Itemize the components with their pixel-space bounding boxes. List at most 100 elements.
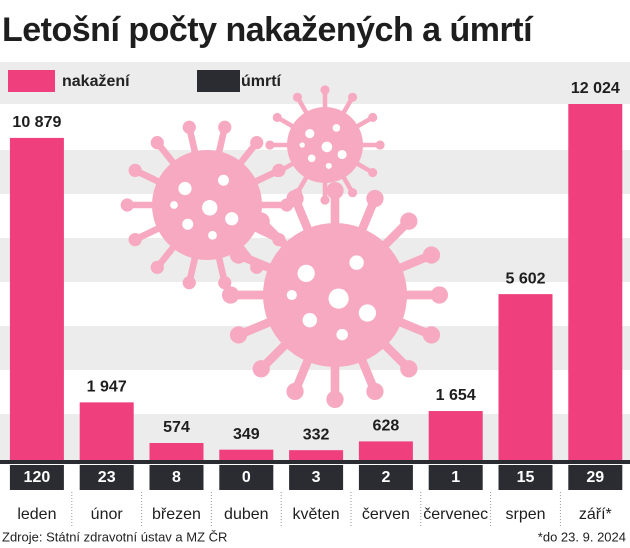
virus-spike-tip [368,112,378,123]
value-label: 628 [373,418,400,435]
death-box [289,465,344,490]
death-label: 3 [312,469,321,486]
virus-dot [299,142,305,148]
value-label: 10 879 [12,114,61,131]
virus-spike-tip [221,286,240,304]
value-label: 1 947 [87,379,127,396]
virus-spike-tip [286,382,304,401]
value-label: 574 [163,419,190,436]
virus-dot [178,181,192,196]
virus-spike-tip [229,246,248,264]
virus-spike-tip [120,198,134,212]
value-label: 12 024 [571,80,620,97]
virus-dot [208,230,217,240]
virus-spike-tip [366,382,384,401]
death-label: 120 [24,469,51,486]
value-label: 349 [233,426,260,443]
virus-spike-tip [422,246,441,264]
virus-dot [225,212,239,226]
death-box [149,465,204,490]
virus-dot [358,304,377,322]
virus-spike-tip [292,92,303,102]
note: *do 23. 9. 2024 [538,529,626,544]
value-label: 332 [303,426,330,443]
virus-spike-tip [229,326,248,344]
death-label: 29 [586,469,604,486]
death-box [219,465,274,490]
bar [358,441,413,460]
virus-spike-tip [326,390,344,409]
virus-spike-tip [218,276,232,290]
virus-spike-tip [128,163,142,177]
bar [219,449,274,460]
death-label: 23 [98,469,116,486]
virus-spike-tip [252,212,270,230]
virus-dot [297,264,315,283]
death-label: 8 [172,469,181,486]
virus-spike-tip [326,181,344,200]
virus-spike-tip [252,360,270,378]
baseline [0,460,630,464]
virus-dot [321,141,333,153]
virus-dot [286,289,297,301]
x-tick-label: srpen [505,506,545,523]
bar [9,137,64,461]
virus-spike-tip [150,136,164,150]
virus-spike-tip [320,195,330,205]
virus-spike-tip [422,326,441,344]
virus-spike-tip [400,360,418,378]
stripe [0,62,630,104]
bar [149,443,204,460]
virus-spike-tip [218,120,232,134]
x-tick-label: únor [91,506,124,523]
bar [568,104,623,460]
bar [498,294,553,460]
death-box [568,465,623,490]
virus-spike-tip [430,286,449,304]
virus-dot [302,313,317,328]
virus-spike-tip [182,120,196,134]
death-box [428,465,483,490]
virus-dot [337,149,347,160]
virus-spike-tip [265,140,275,150]
chart-title: Letošní počty nakažených a úmrtí [2,11,534,49]
virus-dot [336,328,348,341]
bar [428,411,483,460]
x-tick-label: červenec [423,506,488,523]
value-label: 5 602 [505,270,545,287]
legend-label: úmrtí [241,73,282,90]
virus-spike-tip [182,276,196,290]
x-tick-label: květen [293,506,340,523]
death-label: 2 [381,469,390,486]
virus-spike-tip [375,140,385,150]
virus-dot [218,174,229,186]
virus-dot [349,255,364,270]
virus-spike-tip [368,167,378,178]
virus-illustration [120,85,449,409]
virus-spike-tip [150,260,164,274]
x-tick-label: leden [17,506,56,523]
death-box [9,465,64,490]
virus-spike-tip [366,189,384,208]
legend-label: nakažení [62,73,130,90]
virus-spike-tip [286,189,304,208]
x-tick-label: březen [152,506,201,523]
virus-spike-tip [250,136,264,150]
x-tick-label: červen [362,506,410,523]
death-label: 15 [517,469,535,486]
death-box [79,465,134,490]
virus-spike-tip [320,85,330,95]
death-box [358,465,413,490]
virus-dot [332,124,341,132]
bar [79,402,134,460]
virus-spike-tip [400,212,418,230]
virus-dot [325,162,332,169]
virus-dot [307,154,316,163]
death-label: 1 [451,469,460,486]
x-tick-label: duben [224,506,269,523]
death-label: 0 [242,469,251,486]
legend-swatch [197,70,240,92]
virus-dot [328,288,349,309]
